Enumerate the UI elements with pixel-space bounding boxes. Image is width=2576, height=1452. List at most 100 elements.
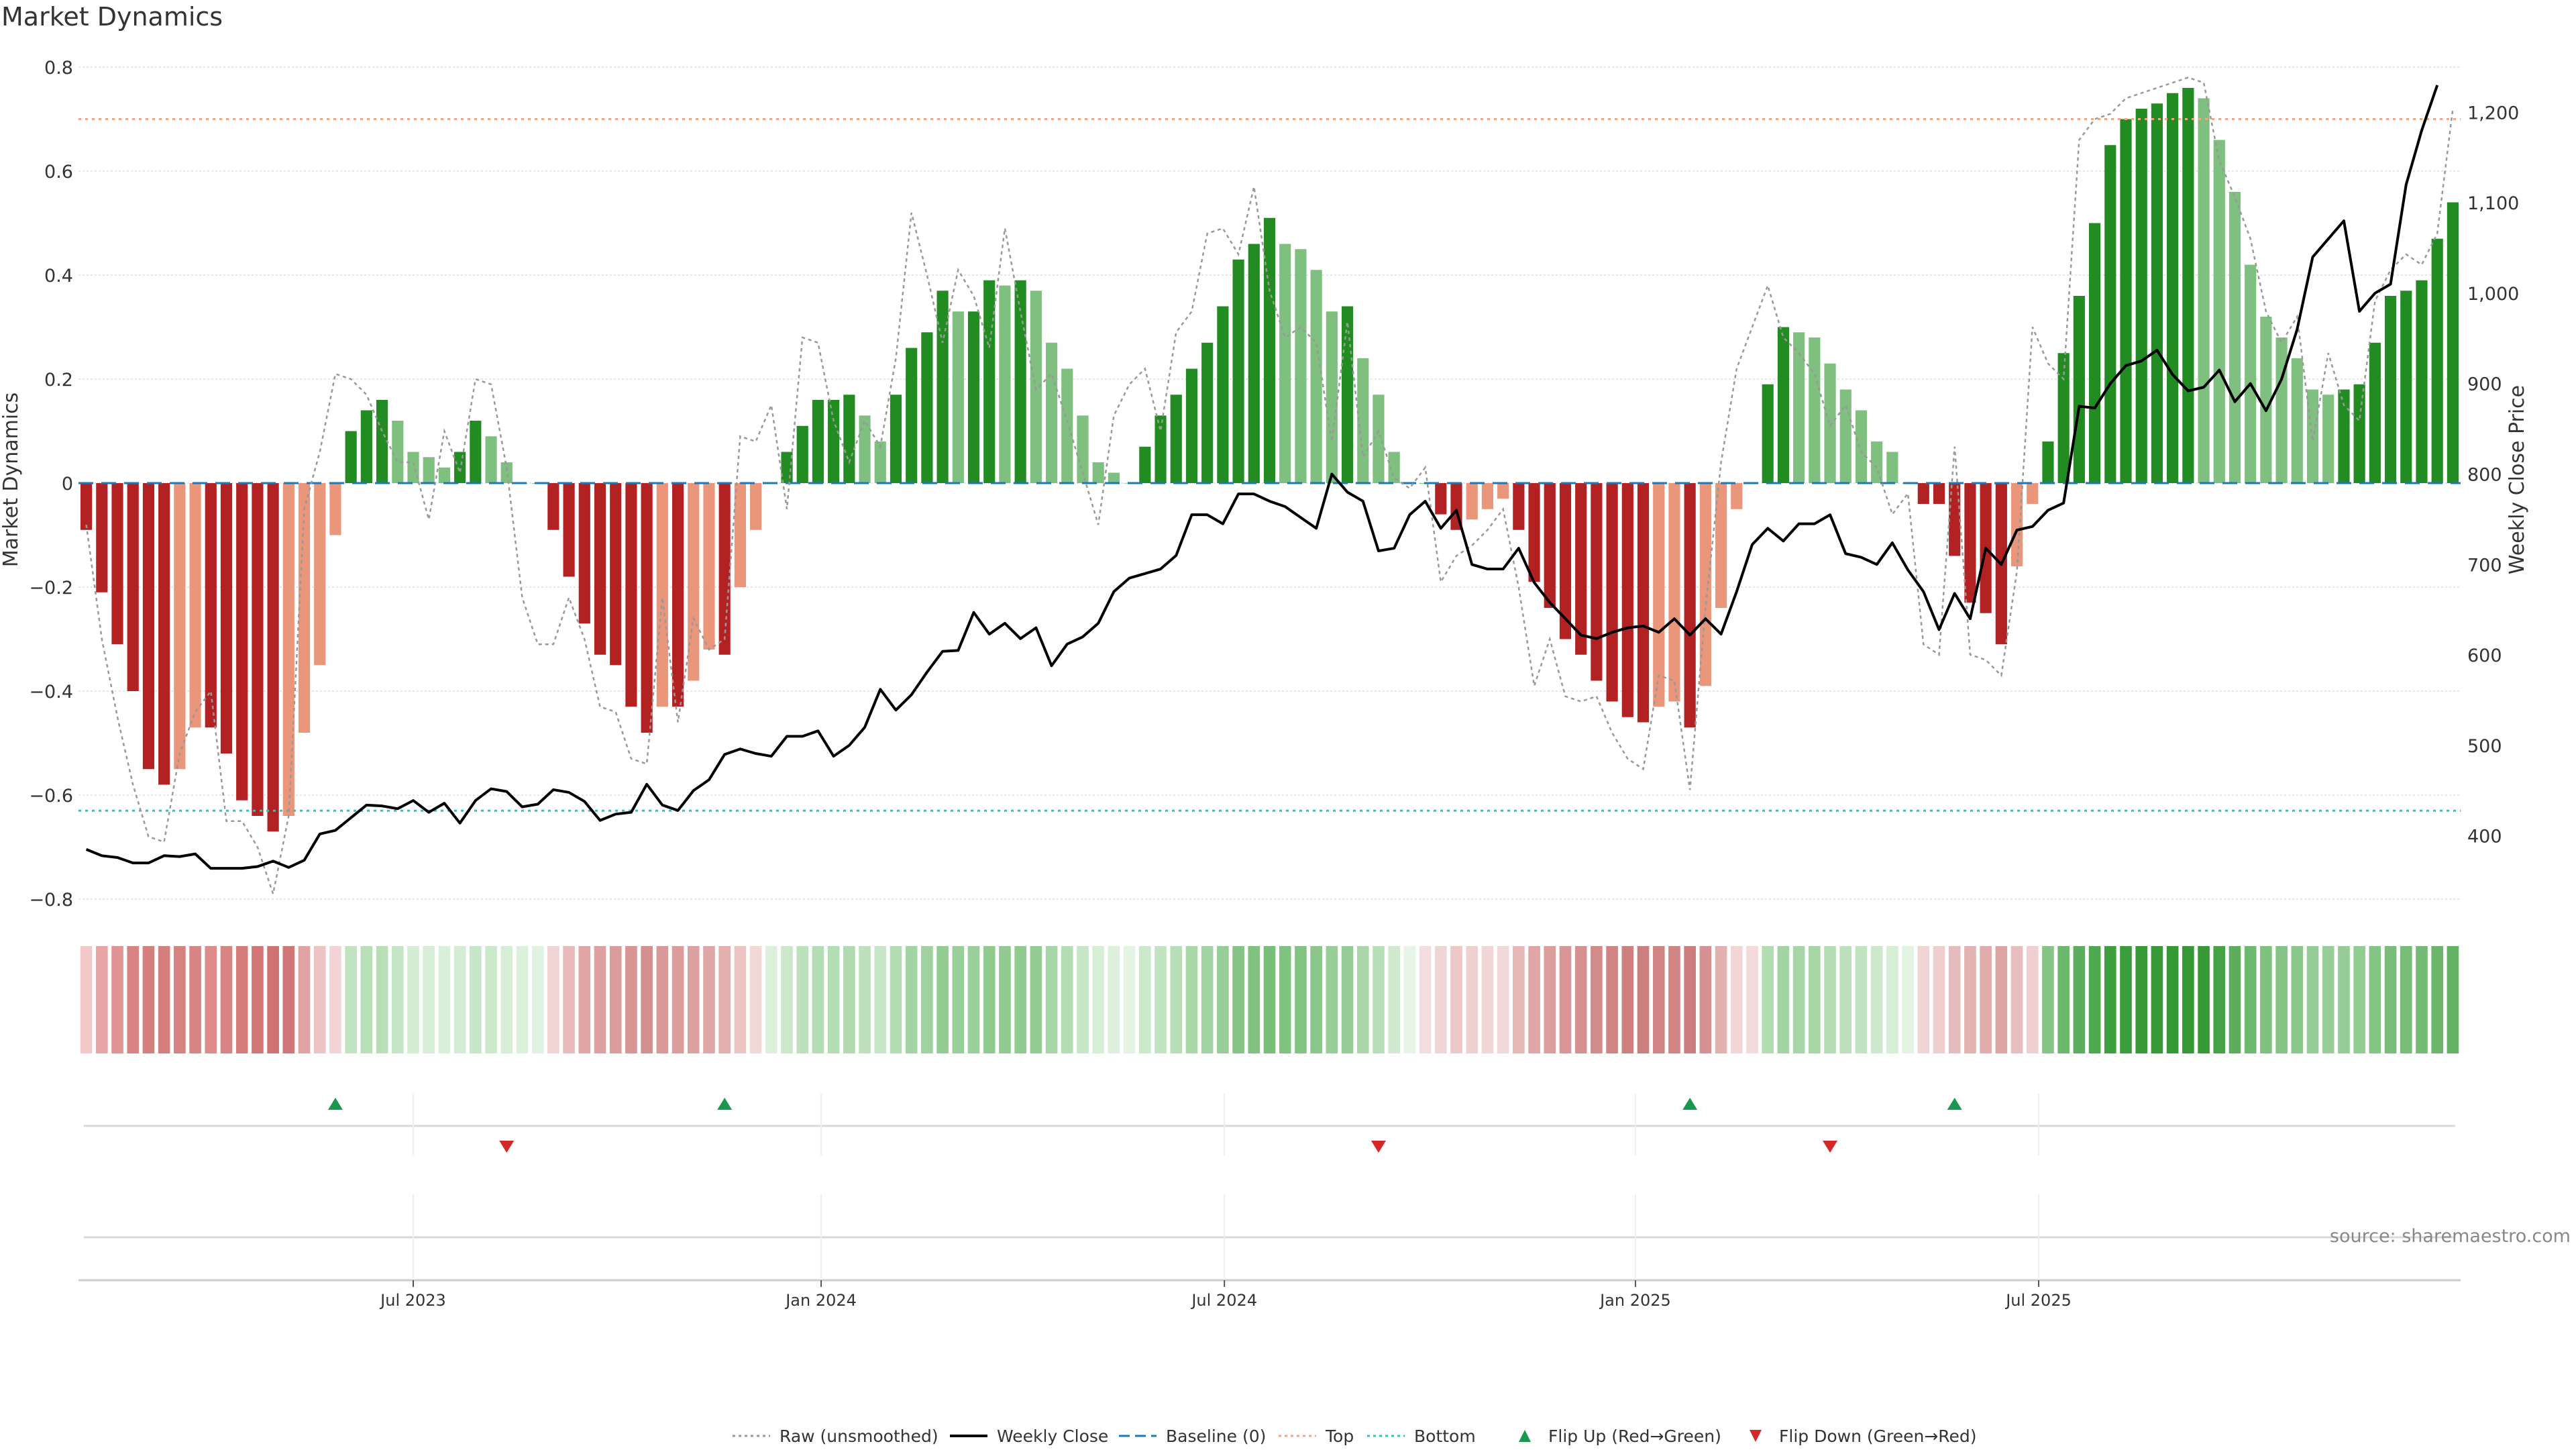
right-tick-label: 800 bbox=[2467, 465, 2502, 486]
bar bbox=[1341, 306, 1354, 483]
weekly-close-line bbox=[85, 85, 2439, 870]
reference-lines bbox=[78, 118, 2461, 812]
heat-cell bbox=[2120, 946, 2132, 1053]
bar bbox=[952, 311, 964, 483]
bar bbox=[2073, 296, 2085, 483]
bar bbox=[1731, 483, 1743, 509]
heat-cell bbox=[2073, 946, 2086, 1053]
bar bbox=[1232, 259, 1244, 483]
bar bbox=[563, 483, 575, 577]
bar bbox=[298, 483, 311, 733]
bar bbox=[329, 483, 341, 535]
heat-cell bbox=[1139, 946, 1151, 1053]
heat-cell bbox=[2010, 946, 2023, 1053]
x-tick-label: Jul 2023 bbox=[379, 1291, 446, 1310]
heat-cell bbox=[376, 946, 388, 1053]
bar bbox=[1621, 483, 1633, 717]
heat-cell bbox=[1809, 946, 1821, 1053]
heat-cell bbox=[1217, 946, 1229, 1053]
heat-cell bbox=[1123, 946, 1136, 1053]
bar bbox=[641, 483, 653, 733]
bar bbox=[1684, 483, 1696, 728]
heat-cell bbox=[921, 946, 933, 1053]
raw-series bbox=[85, 76, 2454, 898]
heat-cell bbox=[1403, 946, 1416, 1053]
heat-cell bbox=[1513, 946, 1525, 1053]
heat-cell bbox=[1684, 946, 1696, 1053]
heat-cell bbox=[1792, 946, 1805, 1053]
heat-cell bbox=[874, 946, 887, 1053]
heat-cell bbox=[1232, 946, 1244, 1053]
heat-cell bbox=[734, 946, 747, 1053]
heat-cell bbox=[1248, 946, 1260, 1053]
bar bbox=[2104, 145, 2116, 483]
bar bbox=[470, 421, 482, 483]
bar bbox=[1077, 415, 1089, 483]
heat-cell bbox=[2322, 946, 2334, 1053]
heat-cell bbox=[438, 946, 451, 1053]
heat-cell bbox=[2400, 946, 2412, 1053]
bar bbox=[999, 285, 1011, 483]
heat-cell bbox=[718, 946, 731, 1053]
bar bbox=[1809, 338, 1821, 483]
bar bbox=[2260, 317, 2272, 483]
heat-cell bbox=[1715, 946, 1727, 1053]
heat-cell bbox=[672, 946, 684, 1053]
raw-line bbox=[85, 76, 2454, 898]
heat-cell bbox=[1621, 946, 1634, 1053]
bar bbox=[1248, 244, 1260, 483]
bar bbox=[2291, 358, 2303, 483]
heat-cell bbox=[687, 946, 700, 1053]
right-tick-label: 500 bbox=[2467, 736, 2502, 757]
bar bbox=[688, 483, 700, 681]
heat-cell bbox=[1870, 946, 1883, 1053]
bar bbox=[625, 483, 637, 707]
bar bbox=[376, 400, 388, 483]
right-tick-label: 400 bbox=[2467, 827, 2502, 847]
legend-label: Bottom bbox=[1414, 1427, 1476, 1446]
heat-cell bbox=[1964, 946, 1976, 1053]
heat-cell bbox=[1434, 946, 1447, 1053]
bar bbox=[2135, 109, 2147, 483]
heat-cell bbox=[1279, 946, 1291, 1053]
bar bbox=[500, 462, 513, 483]
heat-cell bbox=[1155, 946, 1167, 1053]
bar bbox=[1139, 446, 1151, 483]
right-tick-label: 900 bbox=[2467, 374, 2502, 395]
bar bbox=[1310, 270, 1322, 483]
bar bbox=[2010, 483, 2023, 566]
heat-cell bbox=[1762, 946, 1774, 1053]
heat-cell bbox=[298, 946, 311, 1053]
bar bbox=[1481, 483, 1494, 509]
bar bbox=[423, 457, 435, 483]
bar bbox=[1373, 395, 1385, 483]
bar bbox=[2057, 353, 2070, 483]
bar bbox=[111, 483, 123, 645]
bar bbox=[1715, 483, 1727, 608]
bar bbox=[1108, 472, 1120, 483]
bar bbox=[1435, 483, 1447, 515]
bar bbox=[1637, 483, 1650, 723]
heat-cell bbox=[578, 946, 591, 1053]
bar bbox=[828, 400, 840, 483]
bar bbox=[2353, 384, 2365, 483]
heat-cell bbox=[345, 946, 357, 1053]
heat-cell bbox=[2306, 946, 2319, 1053]
right-tick-label: 1,200 bbox=[2467, 103, 2519, 123]
bar bbox=[392, 421, 404, 483]
bar bbox=[2369, 342, 2381, 483]
bar bbox=[454, 452, 466, 483]
heat-cell bbox=[1388, 946, 1400, 1053]
heat-cell bbox=[127, 946, 140, 1053]
heat-cell bbox=[1637, 946, 1650, 1053]
left-tick-label: 0.4 bbox=[44, 266, 73, 287]
left-tick-label: −0.2 bbox=[29, 578, 73, 599]
bar bbox=[890, 395, 902, 483]
heat-cell bbox=[111, 946, 123, 1053]
bar bbox=[734, 483, 746, 587]
bar bbox=[407, 452, 419, 483]
heat-cell bbox=[2447, 946, 2459, 1053]
bar bbox=[547, 483, 559, 530]
left-tick-label: −0.4 bbox=[29, 682, 73, 703]
